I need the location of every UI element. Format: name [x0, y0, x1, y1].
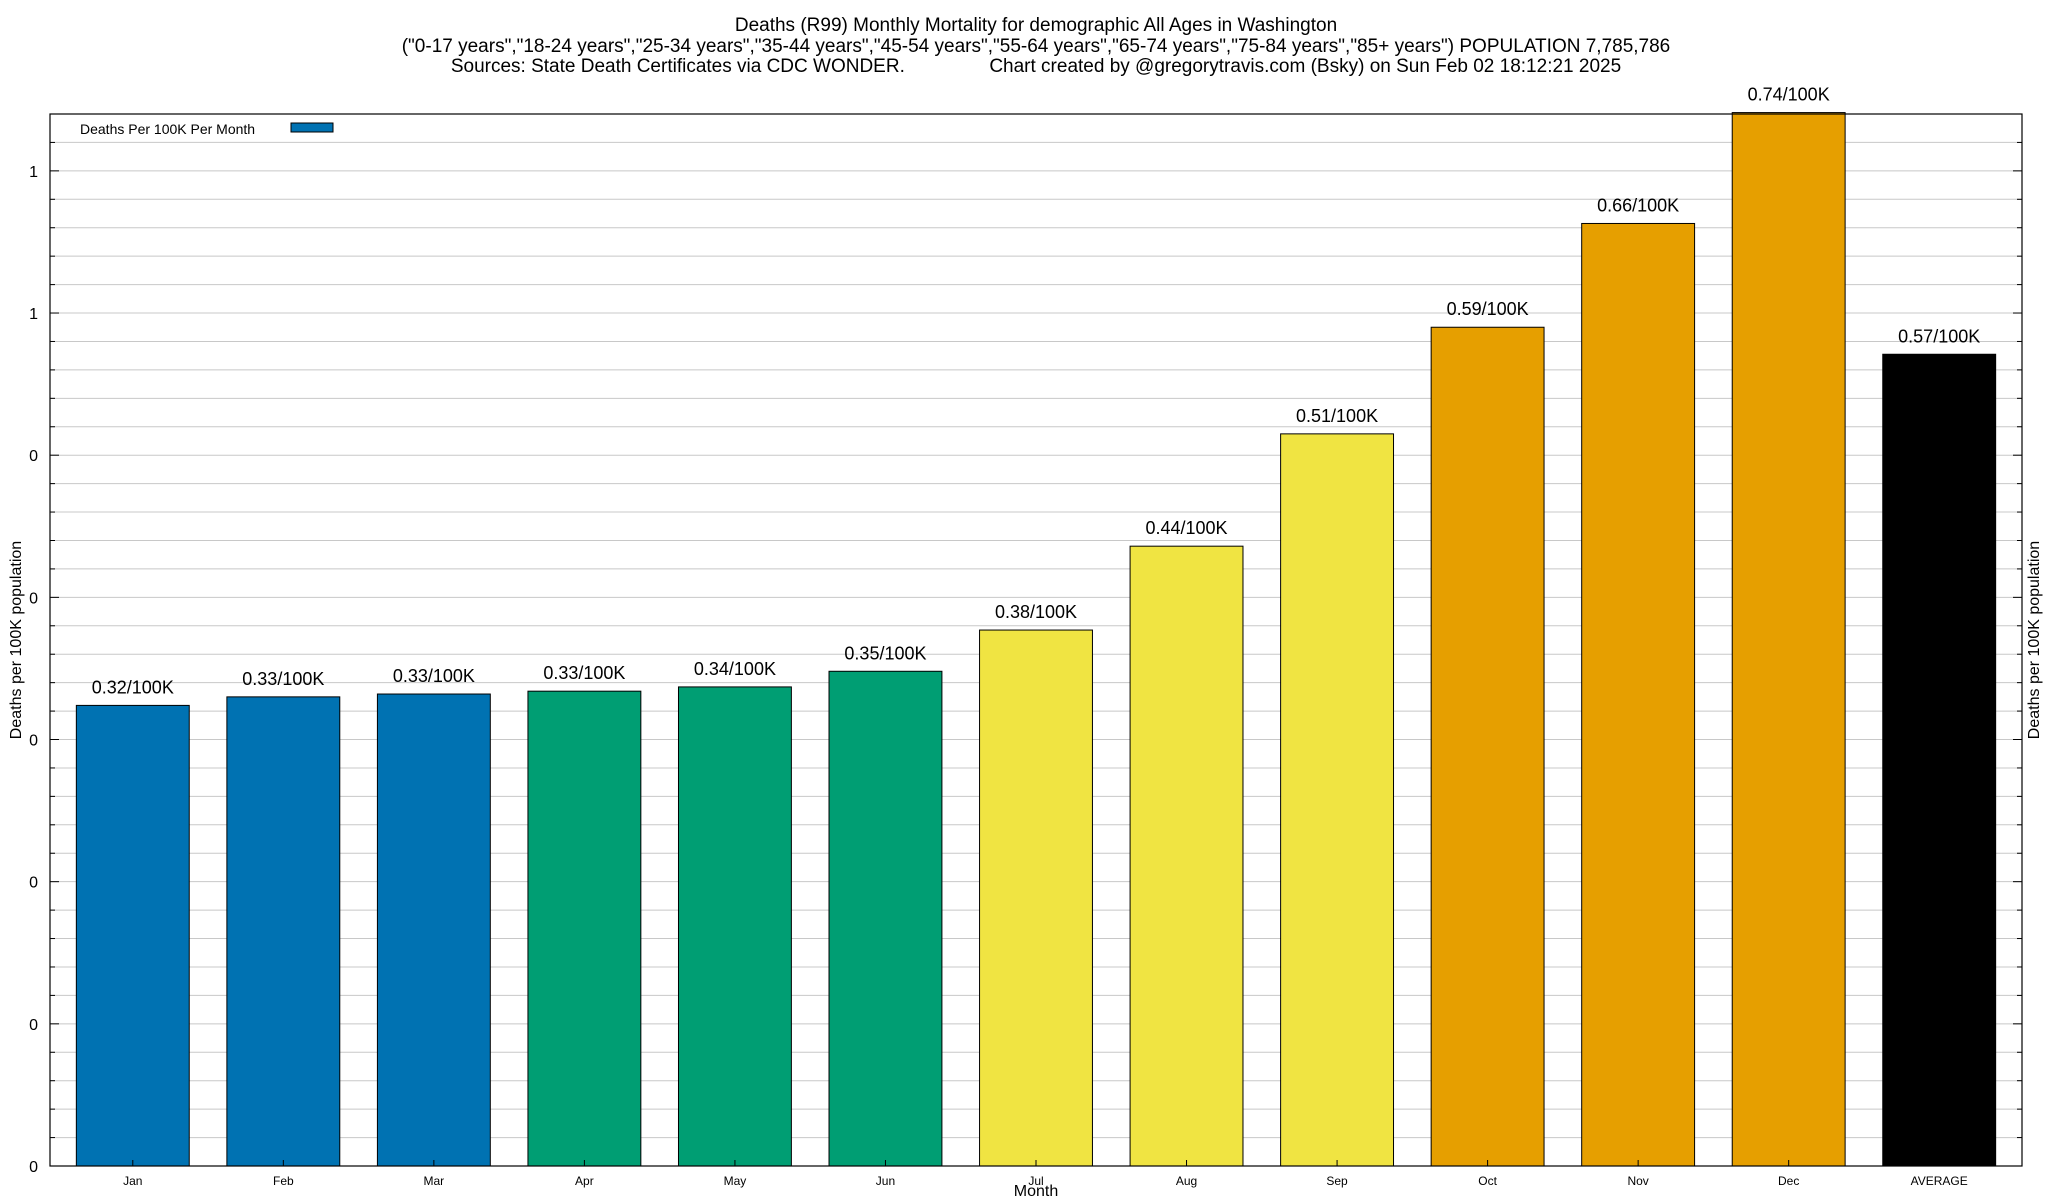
x-tick-label: Mar	[424, 1174, 445, 1188]
x-tick-label: May	[724, 1174, 747, 1188]
legend-swatch	[290, 122, 334, 133]
title-line-3: Sources: State Death Certificates via CD…	[451, 56, 1621, 77]
bar-dec	[1731, 112, 1846, 1167]
y-tick-label: 1	[29, 306, 38, 323]
bar-apr	[527, 690, 642, 1167]
x-tick-label: Jan	[123, 1174, 142, 1188]
x-tick-label: Sep	[1326, 1174, 1348, 1188]
bar-mar	[376, 693, 491, 1167]
x-tick-label: Feb	[273, 1174, 294, 1188]
bar-value-labels: 0.32/100K 0.33/100K 0.33/100K 0.33/100K 0.34…	[92, 85, 1980, 698]
y-tick-label: 0	[29, 1159, 38, 1176]
bar-aug	[1129, 545, 1244, 1167]
legend-label: Deaths Per 100K Per Month	[80, 121, 255, 137]
bar-value-label: 0.44/100K	[1145, 518, 1227, 538]
y-tick-label: 1	[29, 164, 38, 181]
bar-value-label: 0.34/100K	[694, 659, 776, 679]
y-axis-label: Deaths per 100K population	[8, 541, 25, 739]
bar-value-label: 0.66/100K	[1597, 195, 1679, 215]
bar-value-label: 0.38/100K	[995, 602, 1077, 622]
bar-feb	[226, 696, 341, 1167]
x-axis-label: Month	[1014, 1183, 1058, 1200]
y-tick-label: 0	[29, 590, 38, 607]
bar-jun	[828, 670, 943, 1167]
bar-value-label: 0.57/100K	[1898, 326, 1980, 346]
bar-value-label: 0.35/100K	[844, 643, 926, 663]
x-tick-label: Nov	[1627, 1174, 1648, 1188]
x-tick-label: Dec	[1778, 1174, 1799, 1188]
y-tick-label: 0	[29, 875, 38, 892]
bar-may	[677, 686, 792, 1167]
x-tick-label: AVERAGE	[1911, 1174, 1968, 1188]
bar-sep	[1280, 433, 1395, 1167]
y-tick-label: 0	[29, 448, 38, 465]
x-tick-label: Apr	[575, 1174, 594, 1188]
y-tick-label: 0	[29, 733, 38, 750]
x-tick-label: Aug	[1176, 1174, 1197, 1188]
x-tick-label: Jul	[1028, 1174, 1043, 1188]
y-axis-ticks: 0 0 0 0 0 0 1 1	[29, 141, 2022, 1176]
bar-average	[1882, 353, 1997, 1167]
bar-value-label: 0.33/100K	[393, 666, 475, 686]
bar-value-label: 0.74/100K	[1748, 85, 1830, 105]
y-tick-label: 0	[29, 1017, 38, 1034]
x-axis-ticks: Jan Feb Mar Apr May Jun Jul Aug Sep Oct Nov Dec AVER…	[123, 1160, 1968, 1188]
bar-value-label: 0.33/100K	[242, 669, 324, 689]
title-line-1: Deaths (R99) Monthly Mortality for demog…	[735, 15, 1337, 36]
legend: Deaths Per 100K Per Month	[80, 121, 334, 137]
bar-value-label: 0.32/100K	[92, 677, 174, 697]
bar-jan	[75, 704, 190, 1167]
bar-jul	[979, 629, 1093, 1167]
bars	[75, 112, 1997, 1167]
bar-oct	[1430, 326, 1545, 1167]
bar-value-label: 0.33/100K	[543, 663, 625, 683]
x-tick-label: Jun	[876, 1174, 895, 1188]
chart-title: Deaths (R99) Monthly Mortality for demog…	[402, 15, 1671, 77]
bar-nov	[1581, 222, 1696, 1167]
bar-value-label: 0.51/100K	[1296, 406, 1378, 426]
x-tick-label: Oct	[1478, 1174, 1497, 1188]
y2-axis-label: Deaths per 100K population	[2026, 541, 2043, 739]
bar-value-label: 0.59/100K	[1447, 299, 1529, 319]
title-line-2: ("0-17 years","18-24 years","25-34 years…	[402, 36, 1671, 57]
